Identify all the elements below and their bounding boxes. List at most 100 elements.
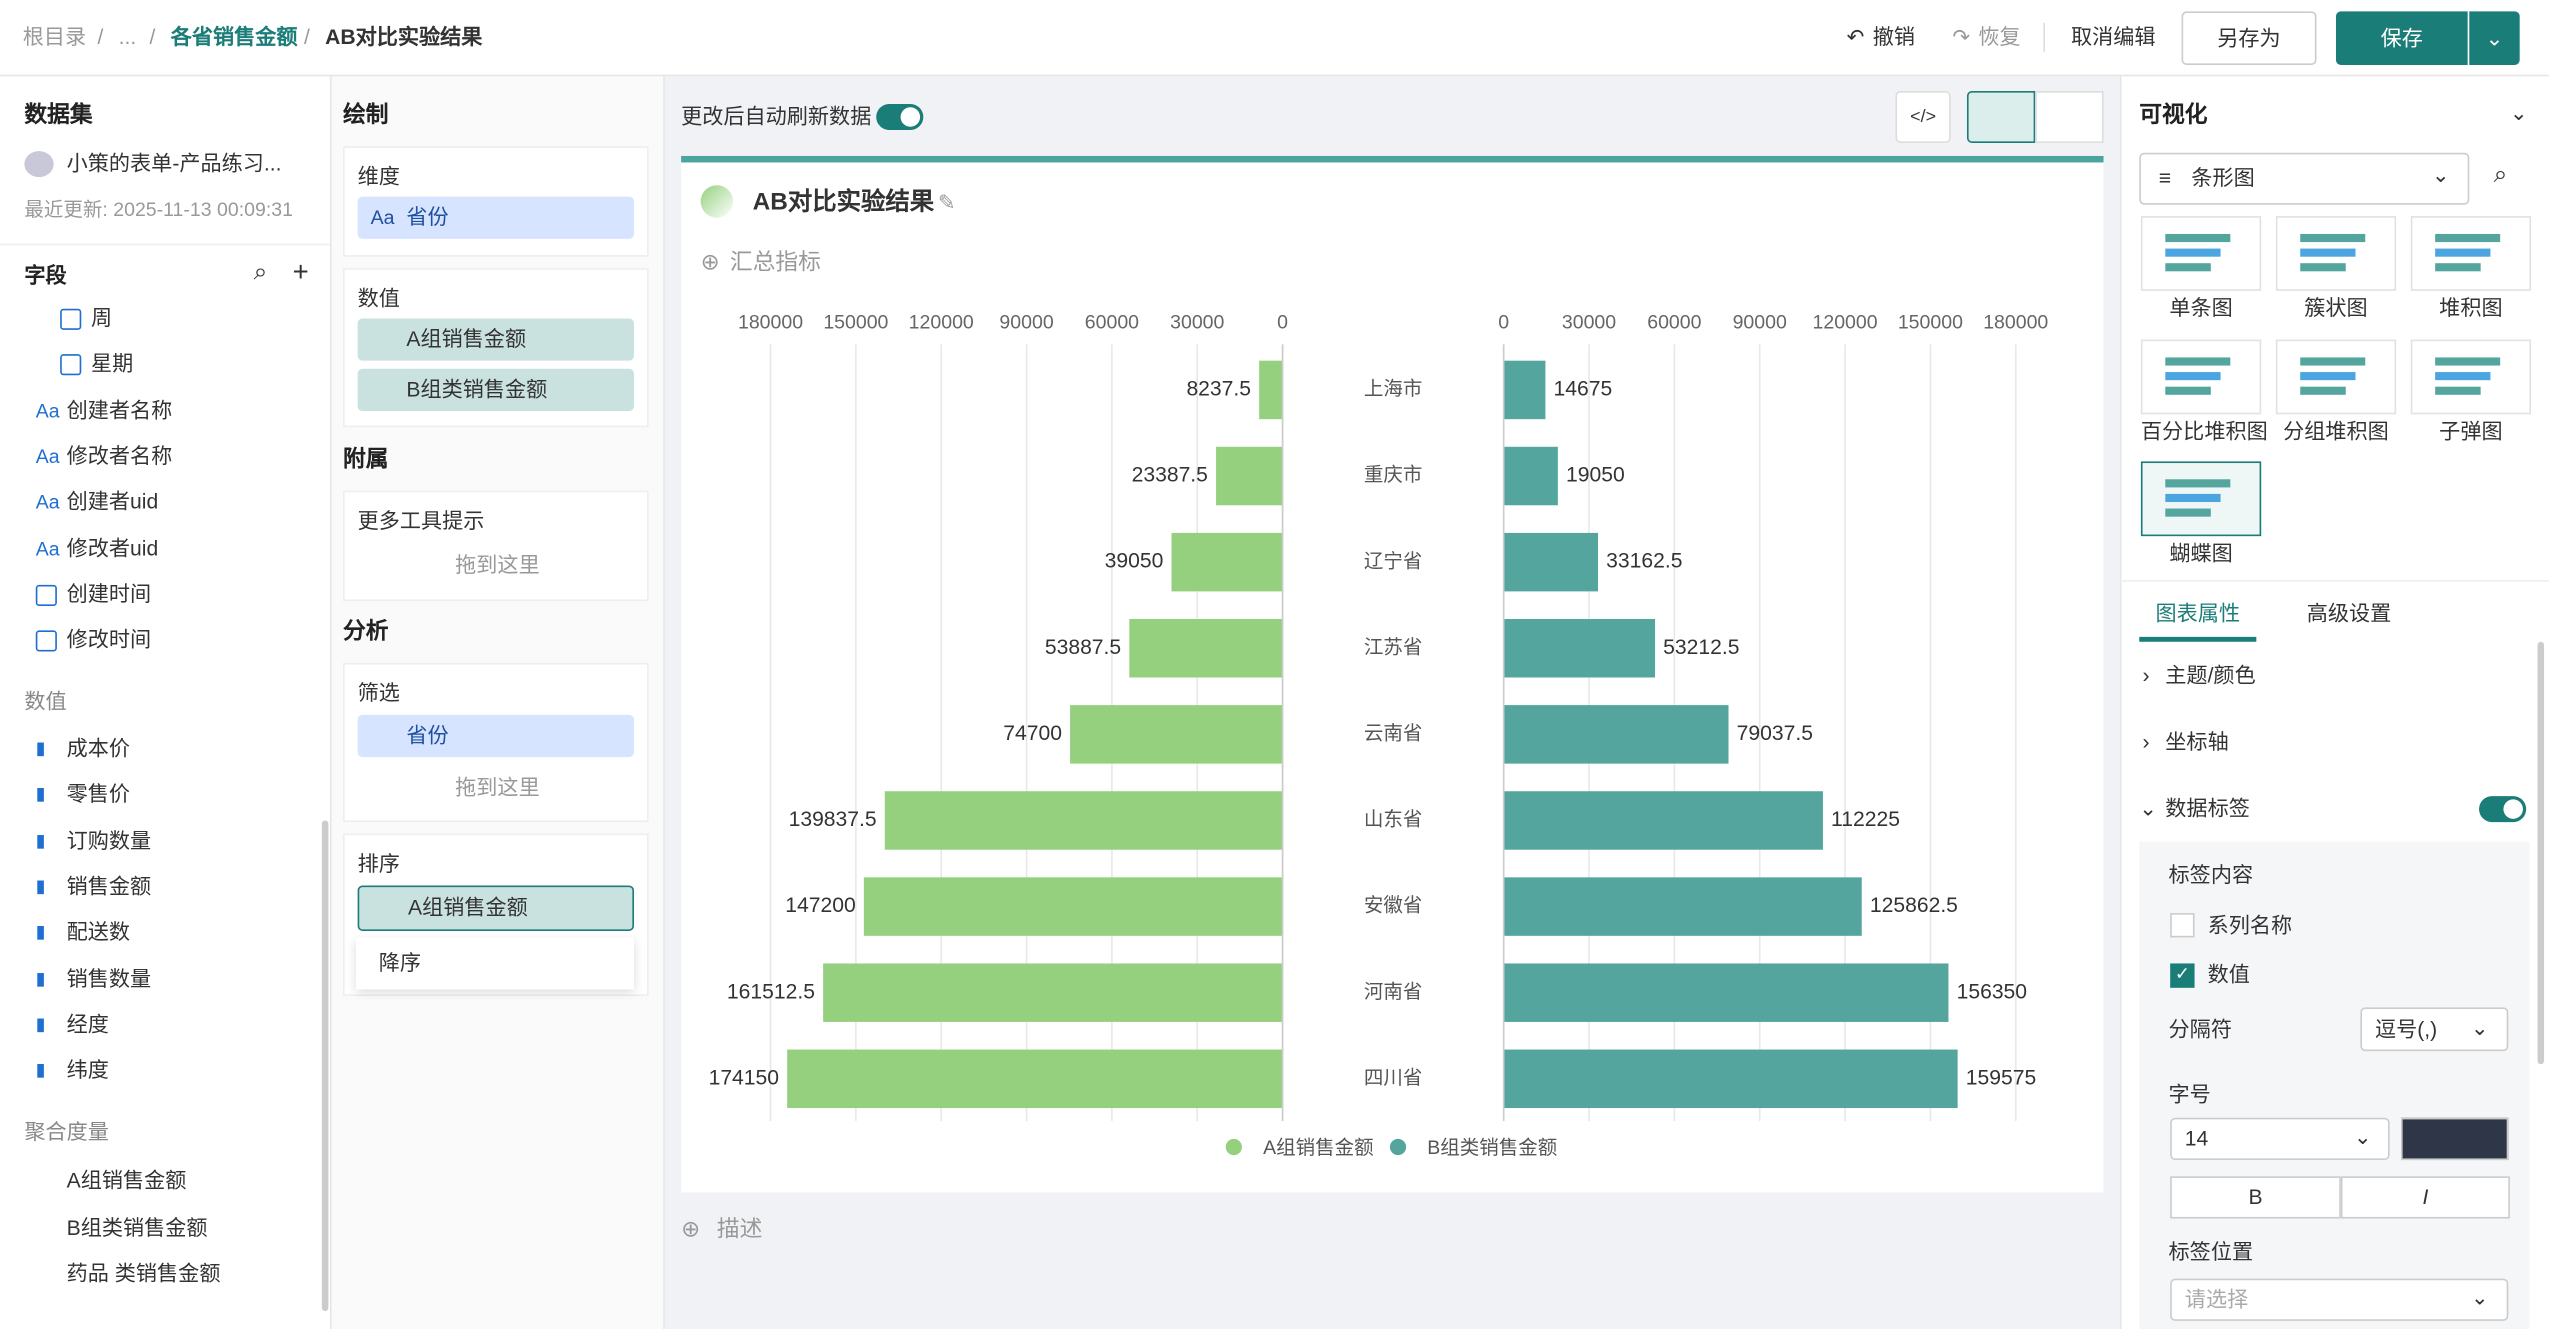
save-menu[interactable]: ⌄ [2469, 11, 2520, 65]
field[interactable]: 创建者名称 [66, 397, 173, 422]
field[interactable]: 纬度 [66, 1057, 109, 1083]
table-btn[interactable] [2035, 90, 2104, 143]
search-icon[interactable]: ⌕ [2493, 160, 2508, 189]
section[interactable]: 主题/颜色 [2165, 662, 2256, 688]
tab[interactable]: 高级设置 [2306, 601, 2392, 626]
chart-btn[interactable] [1966, 90, 2036, 143]
checkbox[interactable]: ✓ [2170, 963, 2195, 988]
sort-field[interactable]: A组销售金额 [357, 885, 634, 931]
toggle[interactable] [876, 103, 924, 130]
undo-icon: ↶ [1846, 24, 1865, 49]
crumb[interactable]: 根目录 [22, 24, 87, 49]
color-picker[interactable] [2401, 1117, 2509, 1161]
field[interactable]: 药品 类销售金额 [66, 1260, 221, 1286]
field[interactable]: 订购数量 [66, 827, 152, 853]
font-size-select[interactable]: 14 [2170, 1117, 2390, 1161]
code-btn[interactable]: </> [1895, 90, 1951, 143]
save-as[interactable]: 另存为 [2181, 11, 2317, 65]
type-select[interactable] [2139, 152, 2470, 205]
type-label[interactable]: 子弹图 [2439, 418, 2503, 443]
field[interactable]: 创建者uid [66, 489, 159, 514]
updated: 最近更新: 2025-11-13 00:09:31 [24, 198, 293, 221]
data-label: 161512.5 [727, 980, 815, 1003]
category-label: 上海市 [1364, 378, 1423, 400]
type-label[interactable]: 分组堆积图 [2283, 418, 2389, 443]
legend-marker [1389, 1138, 1407, 1156]
field[interactable]: 星期 [91, 351, 134, 376]
type-label[interactable]: 百分比堆积图 [2140, 418, 2268, 443]
section[interactable]: 数据标签 [2165, 796, 2250, 821]
field[interactable]: 零售价 [66, 781, 131, 807]
data-label: 53887.5 [1045, 636, 1121, 659]
field[interactable]: 修改时间 [66, 627, 152, 652]
type-thumb[interactable] [2410, 338, 2532, 414]
dim-field[interactable]: 省份 [357, 196, 634, 239]
field[interactable]: 修改者uid [66, 535, 159, 560]
bold-btn[interactable]: B [2170, 1176, 2341, 1219]
x-tick-label: 30000 [1562, 311, 1616, 333]
scrollbar [2537, 641, 2545, 1065]
redo[interactable]: 恢复 [1978, 24, 2021, 49]
measure-icon: ▮ [35, 831, 46, 851]
type-label[interactable]: 单条图 [2169, 295, 2233, 321]
field[interactable]: 销售数量 [66, 965, 152, 991]
type-thumb[interactable] [2140, 216, 2262, 291]
summary-icon[interactable]: ⊕ [700, 248, 720, 275]
type-label[interactable]: 堆积图 [2439, 295, 2503, 321]
toggle[interactable] [2479, 796, 2527, 823]
x-tick-label: 0 [1277, 311, 1288, 333]
field[interactable]: B组类销售金额 [66, 1214, 208, 1239]
x-tick-label: 180000 [1983, 311, 2048, 333]
type-thumb[interactable] [2275, 338, 2397, 414]
type-thumb[interactable] [2410, 216, 2532, 291]
chart-title: AB对比实验结果 [752, 188, 935, 217]
filter-field[interactable]: 省份 [357, 714, 634, 758]
data-label: 23387.5 [1132, 464, 1208, 487]
add-icon[interactable]: + [292, 256, 309, 288]
field[interactable]: 配送数 [66, 919, 131, 945]
cancel[interactable]: 取消编辑 [2071, 24, 2156, 49]
summary[interactable]: 汇总指标 [729, 248, 821, 275]
type-thumb[interactable] [2140, 338, 2262, 414]
checkbox[interactable] [2170, 913, 2195, 938]
sep: / [303, 24, 310, 49]
describe[interactable]: 描述 [716, 1215, 763, 1242]
sort-option[interactable]: 降序 [356, 937, 634, 990]
value-field[interactable]: B组类销售金额 [357, 368, 634, 412]
separator-select[interactable]: 逗号(,) [2360, 1007, 2509, 1052]
field[interactable]: 修改者名称 [66, 443, 173, 468]
describe-icon[interactable]: ⊕ [681, 1215, 701, 1242]
type-label[interactable]: 蝴蝶图 [2169, 541, 2233, 566]
tab[interactable]: 图表属性 [2155, 601, 2241, 626]
bar [1129, 619, 1283, 678]
type-label[interactable]: 簇状图 [2304, 295, 2368, 321]
legend-marker [1225, 1138, 1242, 1156]
chevron: ⌄ [2353, 1124, 2372, 1149]
field[interactable]: 销售金额 [66, 873, 152, 899]
collapse[interactable]: ⌄ [2509, 100, 2528, 126]
crumb[interactable]: ... [118, 24, 137, 49]
position-select[interactable]: 请选择 [2170, 1278, 2509, 1321]
label: 分隔符 [2168, 1017, 2232, 1042]
bar [1259, 360, 1283, 420]
dataset-name[interactable]: 小策的表单-产品练习... [66, 151, 282, 176]
type-thumb[interactable] [2140, 461, 2262, 537]
type-thumb[interactable] [2275, 216, 2397, 291]
field[interactable]: A组销售金额 [66, 1168, 187, 1193]
undo[interactable]: 撤销 [1872, 24, 1915, 49]
text-icon: Aa [35, 536, 60, 560]
value-field[interactable]: A组销售金额 [357, 318, 634, 361]
date-icon [60, 308, 82, 330]
italic-btn[interactable]: I [2340, 1176, 2510, 1219]
field[interactable]: 经度 [66, 1011, 109, 1037]
save[interactable]: 保存 [2335, 11, 2468, 65]
section[interactable]: 坐标轴 [2165, 729, 2229, 754]
field[interactable]: 成本价 [66, 735, 131, 761]
field[interactable]: 周 [91, 305, 113, 330]
search-icon[interactable]: ⌕ [253, 258, 268, 286]
crumb[interactable]: 各省销售金额 [170, 24, 298, 49]
measure-icon: ▮ [35, 785, 46, 805]
data-label: 33162.5 [1606, 550, 1682, 573]
edit-icon[interactable]: ✎ [937, 190, 956, 215]
field[interactable]: 创建时间 [66, 581, 152, 606]
